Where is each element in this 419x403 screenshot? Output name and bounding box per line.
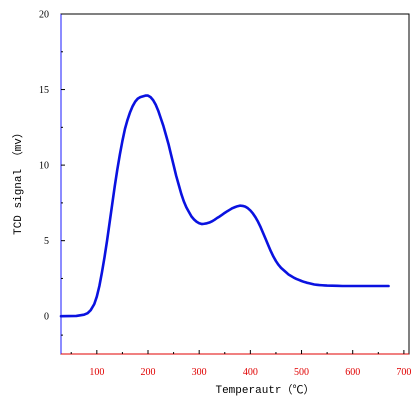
x-tick-label: 400 (243, 367, 258, 378)
x-axis-ticks: 100 200 300 400 500 600 700 (70, 350, 411, 378)
y-tick-label: 15 (39, 85, 49, 96)
x-tick-label: 600 (345, 367, 360, 378)
x-tick-label: 500 (294, 367, 309, 378)
y-tick-label: 0 (44, 312, 49, 323)
x-tick-label: 100 (89, 367, 104, 378)
x-tick-label: 300 (192, 367, 207, 378)
y-axis-title: TCD signal （mv） (11, 127, 25, 235)
x-axis-title: Temperautr（℃） (215, 383, 314, 397)
x-tick-label: 200 (141, 367, 156, 378)
y-tick-label: 20 (39, 10, 49, 21)
x-tick-label: 700 (396, 367, 411, 378)
plot-frame (60, 13, 410, 355)
y-axis-ticks: 0 5 10 15 20 (39, 10, 65, 336)
y-tick-label: 5 (44, 236, 49, 247)
y-tick-label: 10 (39, 161, 49, 172)
series-layer (59, 94, 390, 318)
series-line-0 (59, 94, 390, 318)
